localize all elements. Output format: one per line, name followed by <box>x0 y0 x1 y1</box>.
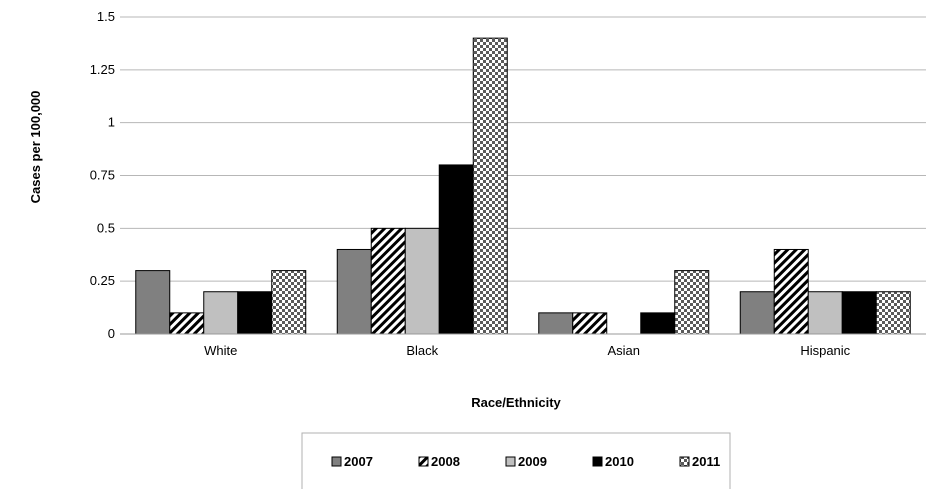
legend-label-2011: 2011 <box>692 454 720 469</box>
bar-2011-asian <box>674 270 710 335</box>
bar-2007-white <box>135 270 171 335</box>
tick-labels: 0 0.25 0.5 0.75 1 1.25 1.5 White Black Asian Hispa… <box>90 9 851 358</box>
legend-label-2007: 2007 <box>344 454 373 469</box>
legend-swatch-2009 <box>505 456 516 467</box>
y-tick-label: 1.5 <box>97 9 115 24</box>
bar-2011-white <box>271 270 307 335</box>
legend-label-2009: 2009 <box>518 454 547 469</box>
y-tick-label: 0 <box>108 326 115 341</box>
legend-label-2008: 2008 <box>431 454 460 469</box>
bar-2010-black <box>438 164 474 335</box>
bar-2008-asian <box>572 312 608 335</box>
y-tick-label: 1.25 <box>90 62 115 77</box>
bar-2008-white <box>169 312 205 335</box>
bars <box>135 37 911 335</box>
bar-2007-black <box>336 248 372 335</box>
legend-label-2010: 2010 <box>605 454 634 469</box>
y-axis-title: Cases per 100,000 <box>28 91 43 204</box>
x-tick-label: Black <box>406 343 438 358</box>
bar-2010-asian <box>640 312 676 335</box>
legend-swatch-2007 <box>331 456 342 467</box>
bar-2009-white <box>203 291 239 335</box>
grid-lines <box>120 16 926 282</box>
bar-2011-hispanic <box>875 291 911 335</box>
legend: 2007 2008 2009 2010 2011 <box>301 432 731 489</box>
legend-swatch-2011 <box>679 456 690 467</box>
y-tick-label: 0.25 <box>90 273 115 288</box>
x-axis-title: Race/Ethnicity <box>471 395 561 410</box>
bar-2010-hispanic <box>841 291 877 335</box>
legend-swatch-2008 <box>418 456 429 467</box>
bar-2008-black <box>370 227 406 335</box>
x-tick-label: White <box>204 343 237 358</box>
bar-2009-hispanic <box>807 291 843 335</box>
y-tick-label: 1 <box>108 115 115 130</box>
bar-2007-hispanic <box>739 291 775 335</box>
bar-2008-hispanic <box>773 248 809 335</box>
bar-2007-asian <box>538 312 574 335</box>
x-tick-label: Hispanic <box>800 343 850 358</box>
y-tick-label: 0.75 <box>90 168 115 183</box>
x-tick-label: Asian <box>607 343 640 358</box>
legend-swatch-2010 <box>592 456 603 467</box>
legend-border <box>301 432 731 489</box>
bar-2011-black <box>472 37 508 335</box>
y-tick-label: 0.5 <box>97 220 115 235</box>
bar-2009-black <box>404 227 440 335</box>
bar-2010-white <box>237 291 273 335</box>
